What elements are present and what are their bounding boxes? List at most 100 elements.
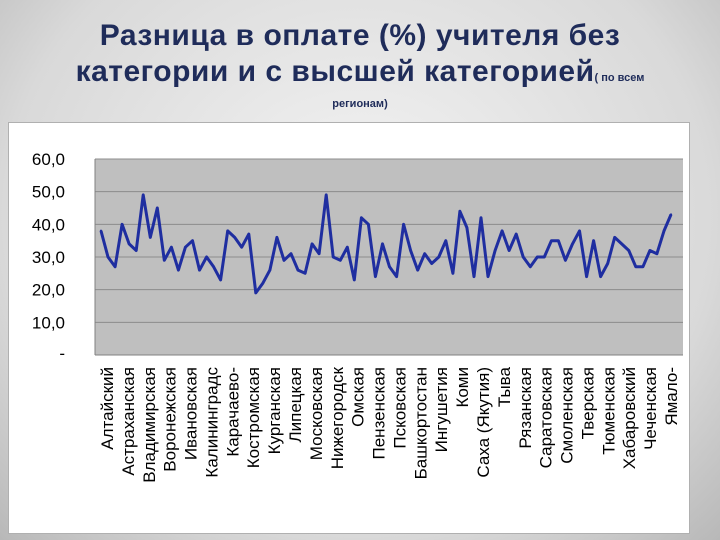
data-point [395, 275, 398, 278]
data-point [268, 268, 272, 272]
data-point [430, 262, 433, 265]
data-point [571, 242, 574, 246]
x-tick-label: Хабаровский [620, 367, 639, 469]
data-point [240, 246, 243, 249]
data-point [564, 259, 567, 262]
x-tick-label: Чеченская [641, 367, 660, 450]
data-point [451, 272, 455, 275]
data-point [360, 216, 363, 219]
y-tick-label: 60,0 [32, 150, 65, 169]
data-point [282, 259, 286, 262]
data-point [317, 252, 321, 255]
x-tick-label: Ямало- [662, 367, 681, 426]
data-point [402, 223, 405, 226]
x-tick-label: Тюменская [599, 367, 618, 455]
data-point [156, 206, 159, 210]
data-point [444, 239, 448, 242]
data-point [212, 265, 215, 268]
slide-title: Разница в оплате (%) учителя без категор… [0, 18, 720, 96]
data-point [465, 226, 469, 229]
data-point [142, 193, 145, 197]
data-point [669, 213, 673, 216]
x-tick-label: Ингушетия [432, 367, 451, 452]
data-point [655, 252, 659, 255]
data-point [522, 255, 525, 259]
data-point [662, 229, 666, 233]
data-point [374, 275, 377, 278]
x-tick-label: Владимирская [140, 367, 159, 483]
x-tick-label: Саратовская [537, 367, 556, 468]
data-point [198, 268, 201, 272]
title-line-2-main: категории и с высшей категорией [75, 55, 595, 88]
y-tick-label: 40,0 [32, 215, 65, 234]
data-point [106, 255, 110, 259]
y-tick-label: 10,0 [32, 313, 65, 332]
data-point [634, 265, 638, 268]
line-chart: 60,0 50,0 40,0 30,0 20,0 10,0 - Алтайский Астрах… [32, 150, 683, 483]
data-point [613, 236, 616, 239]
data-point [620, 242, 623, 246]
data-point [367, 223, 370, 226]
data-point [606, 262, 609, 265]
data-point [296, 268, 300, 272]
x-tick-label: Саха (Якутия) [474, 367, 493, 478]
data-point [514, 232, 518, 236]
y-tick-label: 50,0 [32, 183, 65, 202]
data-point [423, 252, 426, 255]
data-point [254, 291, 258, 295]
x-tick-label: Карачаево- [223, 367, 242, 457]
x-tick-label: Липецкая [286, 367, 305, 443]
data-point [191, 239, 194, 242]
x-tick-label: Тыва [495, 366, 514, 407]
data-point [310, 242, 314, 246]
x-tick-label: Воронежская [161, 367, 180, 472]
data-point [149, 236, 152, 239]
data-point [113, 265, 117, 268]
data-point [557, 239, 560, 242]
data-point [346, 246, 349, 249]
data-point [493, 249, 497, 252]
data-point [303, 272, 307, 275]
x-tick-label: Алтайский [98, 367, 117, 450]
data-point [550, 239, 553, 242]
data-point [339, 259, 342, 262]
data-point [641, 265, 645, 268]
data-point [648, 249, 652, 252]
y-tick-label: - [59, 344, 65, 363]
data-point [170, 246, 173, 249]
data-point [585, 275, 588, 278]
y-tick-label: 20,0 [32, 281, 65, 300]
data-point [177, 268, 180, 272]
data-point [599, 275, 602, 278]
x-tick-label: Ивановская [182, 367, 201, 460]
x-tick-label: Курганская [265, 367, 284, 454]
data-point [163, 259, 166, 262]
x-tick-label: Башкортостан [411, 367, 430, 479]
data-point [219, 278, 222, 282]
x-tick-label: Нижегородск [328, 366, 347, 469]
x-tick-label: Смоленская [558, 367, 577, 464]
data-point [486, 275, 490, 278]
data-point [437, 255, 440, 259]
data-point [416, 268, 419, 272]
data-point [529, 265, 532, 268]
data-point [205, 255, 208, 259]
data-point [409, 249, 412, 252]
x-tick-label: Рязанская [516, 367, 535, 449]
title-small-note: ( по всем [594, 72, 645, 84]
series-line [99, 193, 673, 295]
data-point [99, 229, 103, 233]
chart-container: 60,0 50,0 40,0 30,0 20,0 10,0 - Алтайский Астрах… [8, 122, 690, 534]
data-point [233, 236, 236, 239]
data-point [226, 229, 229, 233]
data-point [627, 249, 630, 252]
data-point [324, 193, 328, 197]
x-tick-label: Пензенская [370, 367, 389, 459]
x-tick-label: Коми [453, 367, 472, 408]
data-point [261, 281, 265, 285]
x-tick-label: Омская [349, 367, 368, 427]
data-point [472, 275, 476, 278]
data-point [332, 255, 335, 259]
data-point [458, 210, 462, 213]
x-tick-label: Тверская [578, 367, 597, 439]
